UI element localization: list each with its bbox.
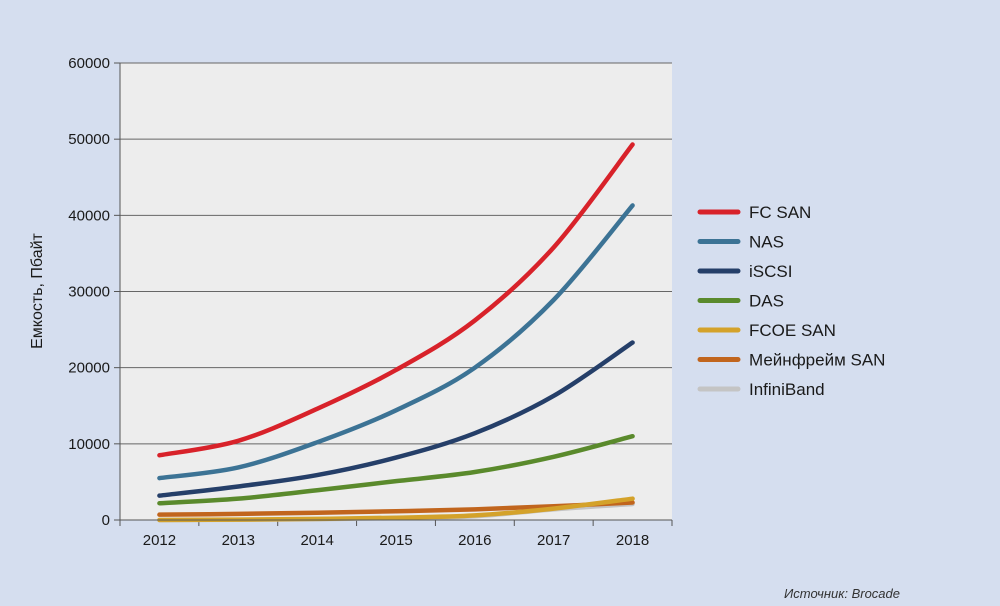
- x-tick-labels: 2012 2013 2014 2015 2016 2017 2018: [119, 520, 673, 549]
- legend-label-fc-san: FC SAN: [749, 203, 811, 222]
- legend-label-мейнфрейм-san: Мейнфрейм SAN: [749, 351, 885, 370]
- y-tick-label: 50000: [68, 131, 110, 148]
- legend-label-das: DAS: [749, 292, 784, 311]
- legend-label-nas: NAS: [749, 233, 784, 252]
- legend-label-iscsi: iSCSI: [749, 262, 792, 281]
- x-tick-label: 2018: [616, 532, 649, 549]
- x-tick-label: 2012: [143, 532, 176, 549]
- series-lines: [157, 142, 635, 523]
- y-tick-label: 60000: [68, 55, 110, 72]
- y-tick-label: 30000: [68, 284, 110, 301]
- x-tick-label: 2017: [537, 532, 570, 549]
- x-tick-label: 2014: [300, 532, 333, 549]
- y-axis-title: Емкость, Пбайт: [29, 232, 46, 348]
- series-line-iscsi: [157, 340, 635, 498]
- x-tick-label: 2013: [222, 532, 255, 549]
- y-tick-labels: 0 10000 20000 30000 40000 50000 60000: [68, 55, 120, 529]
- y-tick-label: 20000: [68, 360, 110, 377]
- legend-label-infiniband: InfiniBand: [749, 380, 825, 399]
- series-line-fc-san: [157, 142, 635, 458]
- x-tick-label: 2016: [458, 532, 491, 549]
- y-tick-label: 10000: [68, 436, 110, 453]
- series-line-das: [157, 433, 635, 506]
- series-line-nas: [157, 203, 635, 481]
- legend: FC SAN NAS iSCSI DAS FCOE SAN Мейнфрейм SAN In…: [697, 203, 885, 399]
- legend-label-fcoe-san: FCOE SAN: [749, 321, 836, 340]
- y-tick-label: 40000: [68, 207, 110, 224]
- source-note: Источник: Brocade: [783, 586, 900, 601]
- x-tick-label: 2015: [379, 532, 412, 549]
- series-line-мейнфрейм-san: [157, 500, 635, 517]
- y-tick-label: 0: [102, 512, 110, 529]
